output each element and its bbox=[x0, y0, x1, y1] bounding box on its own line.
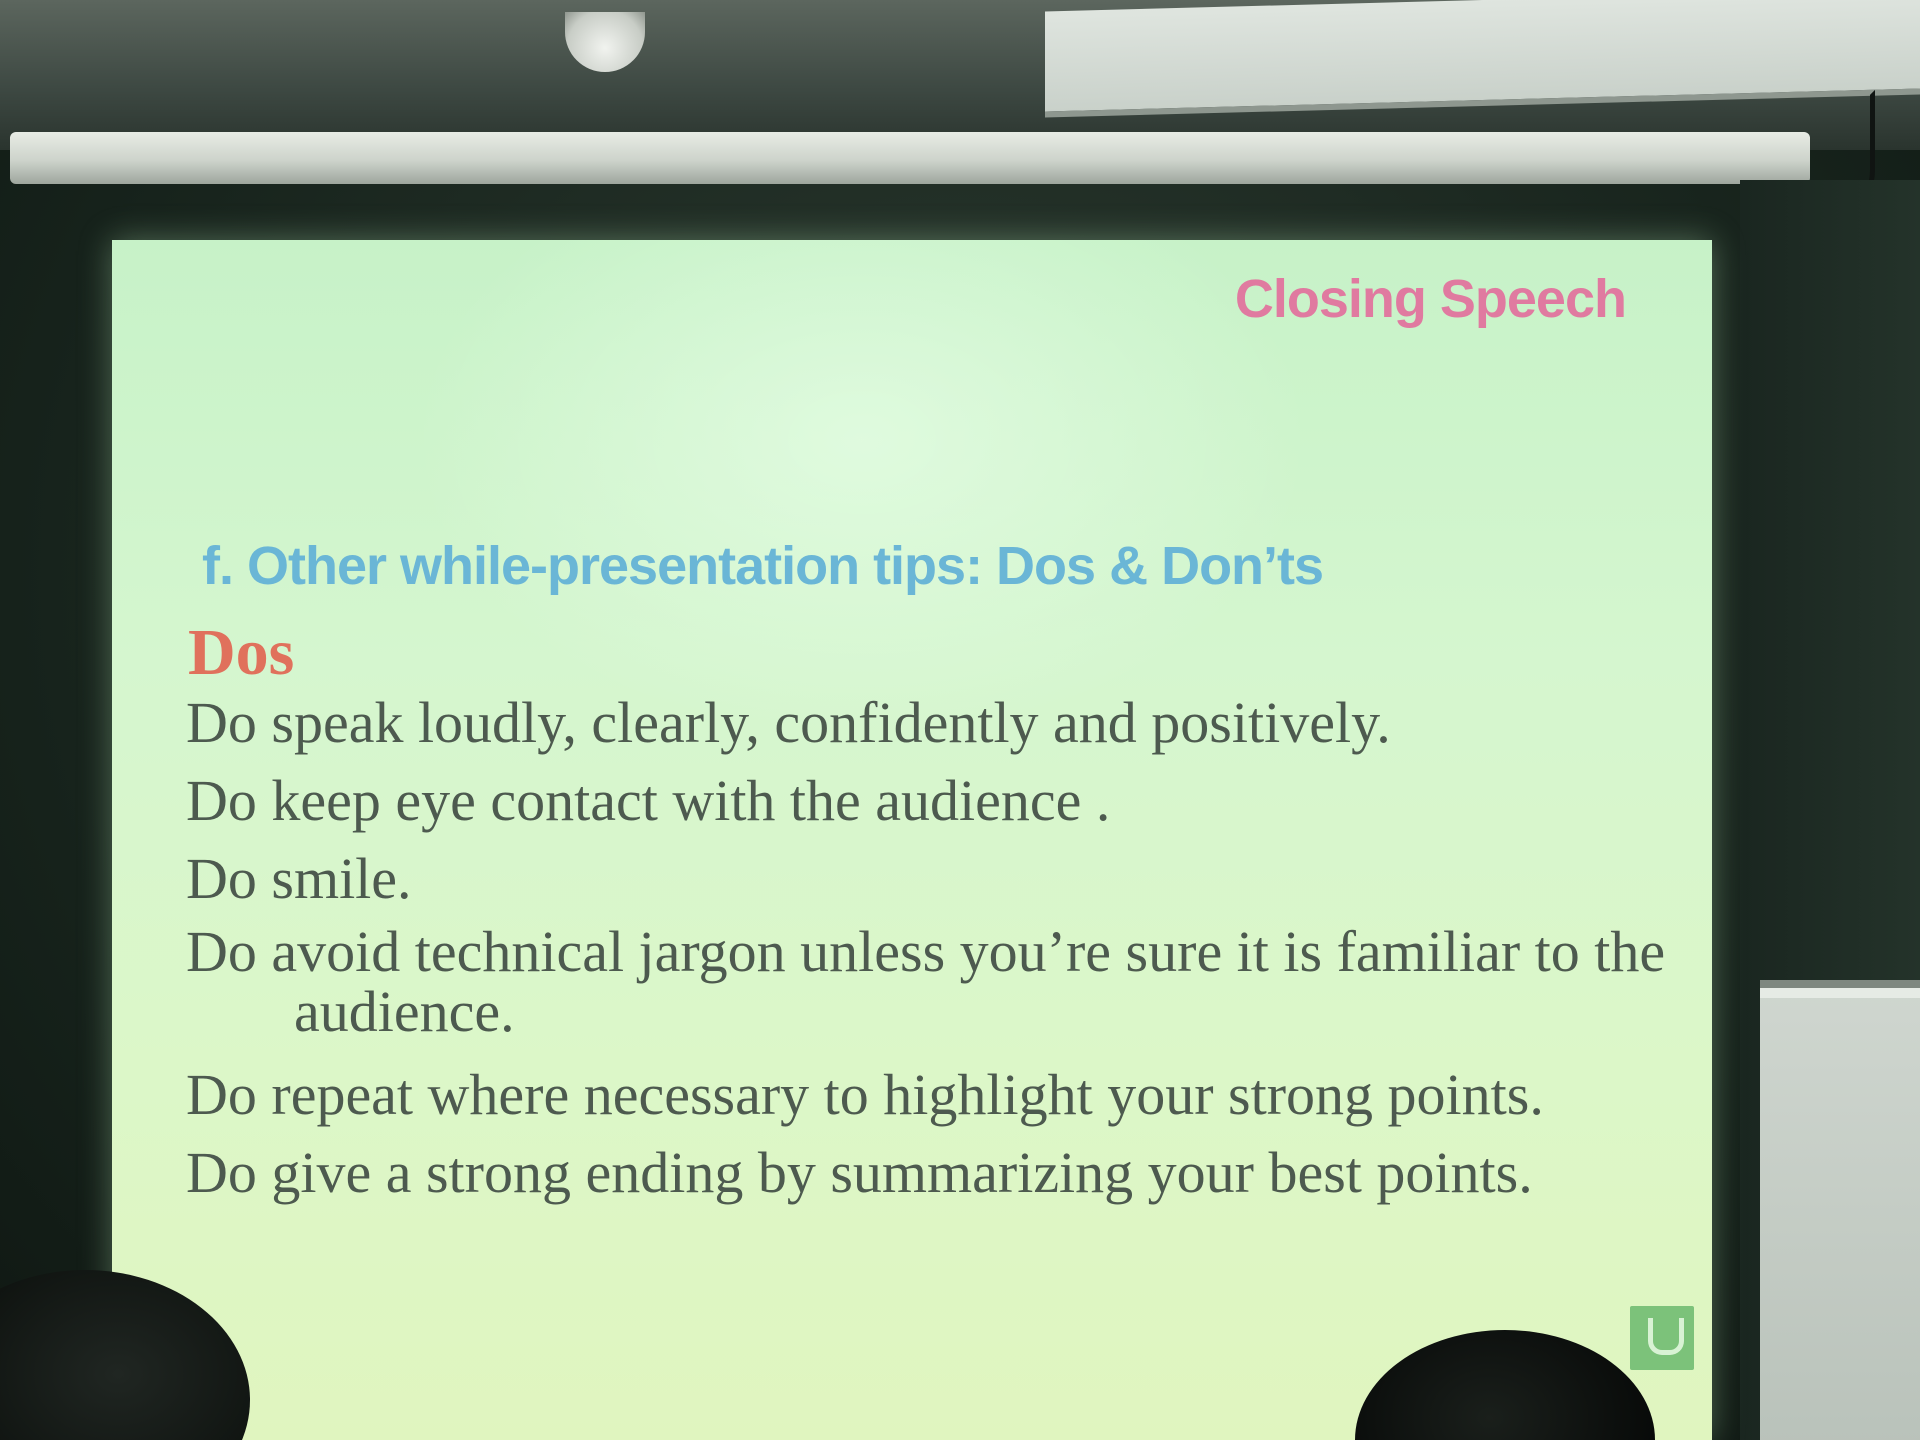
list-item: Do keep eye contact with the audience . bbox=[186, 768, 1111, 833]
list-item: Do give a strong ending by summarizing y… bbox=[186, 1140, 1533, 1205]
university-logo-icon bbox=[1630, 1306, 1694, 1370]
logo-mark bbox=[1648, 1318, 1684, 1355]
slide-title: Closing Speech bbox=[1234, 269, 1627, 329]
list-item: Do repeat where necessary to highlight y… bbox=[186, 1062, 1544, 1127]
whiteboard-rail bbox=[1760, 988, 1920, 998]
list-item: Do smile. bbox=[186, 846, 412, 911]
projector-glow bbox=[412, 240, 1312, 740]
whiteboard-edge bbox=[1760, 980, 1920, 1440]
list-item: Do speak loudly, clearly, confidently an… bbox=[186, 690, 1391, 755]
dos-heading: Dos bbox=[188, 616, 295, 689]
projector-screen-housing bbox=[10, 132, 1810, 184]
projected-slide: Closing Speech f. Other while-presentati… bbox=[112, 240, 1712, 1440]
dos-list: Do speak loudly, clearly, confidently an… bbox=[186, 688, 1686, 1216]
list-item: Do avoid technical jargon unless you’re … bbox=[186, 919, 1666, 1044]
slide-subtitle: f. Other while-presentation tips: Dos & … bbox=[202, 536, 1324, 596]
